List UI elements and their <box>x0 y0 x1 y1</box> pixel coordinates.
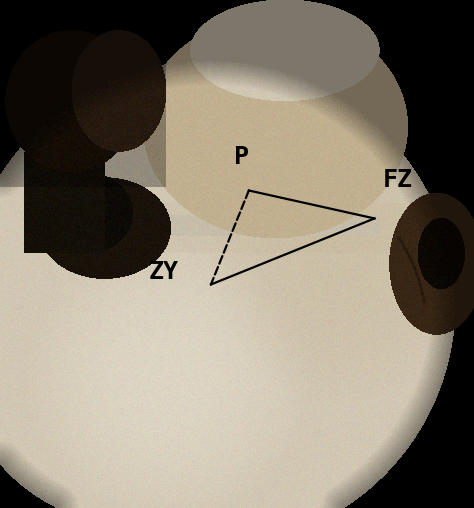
Text: FZ: FZ <box>383 168 413 193</box>
Text: P: P <box>234 145 249 170</box>
Text: ZY: ZY <box>148 260 179 284</box>
